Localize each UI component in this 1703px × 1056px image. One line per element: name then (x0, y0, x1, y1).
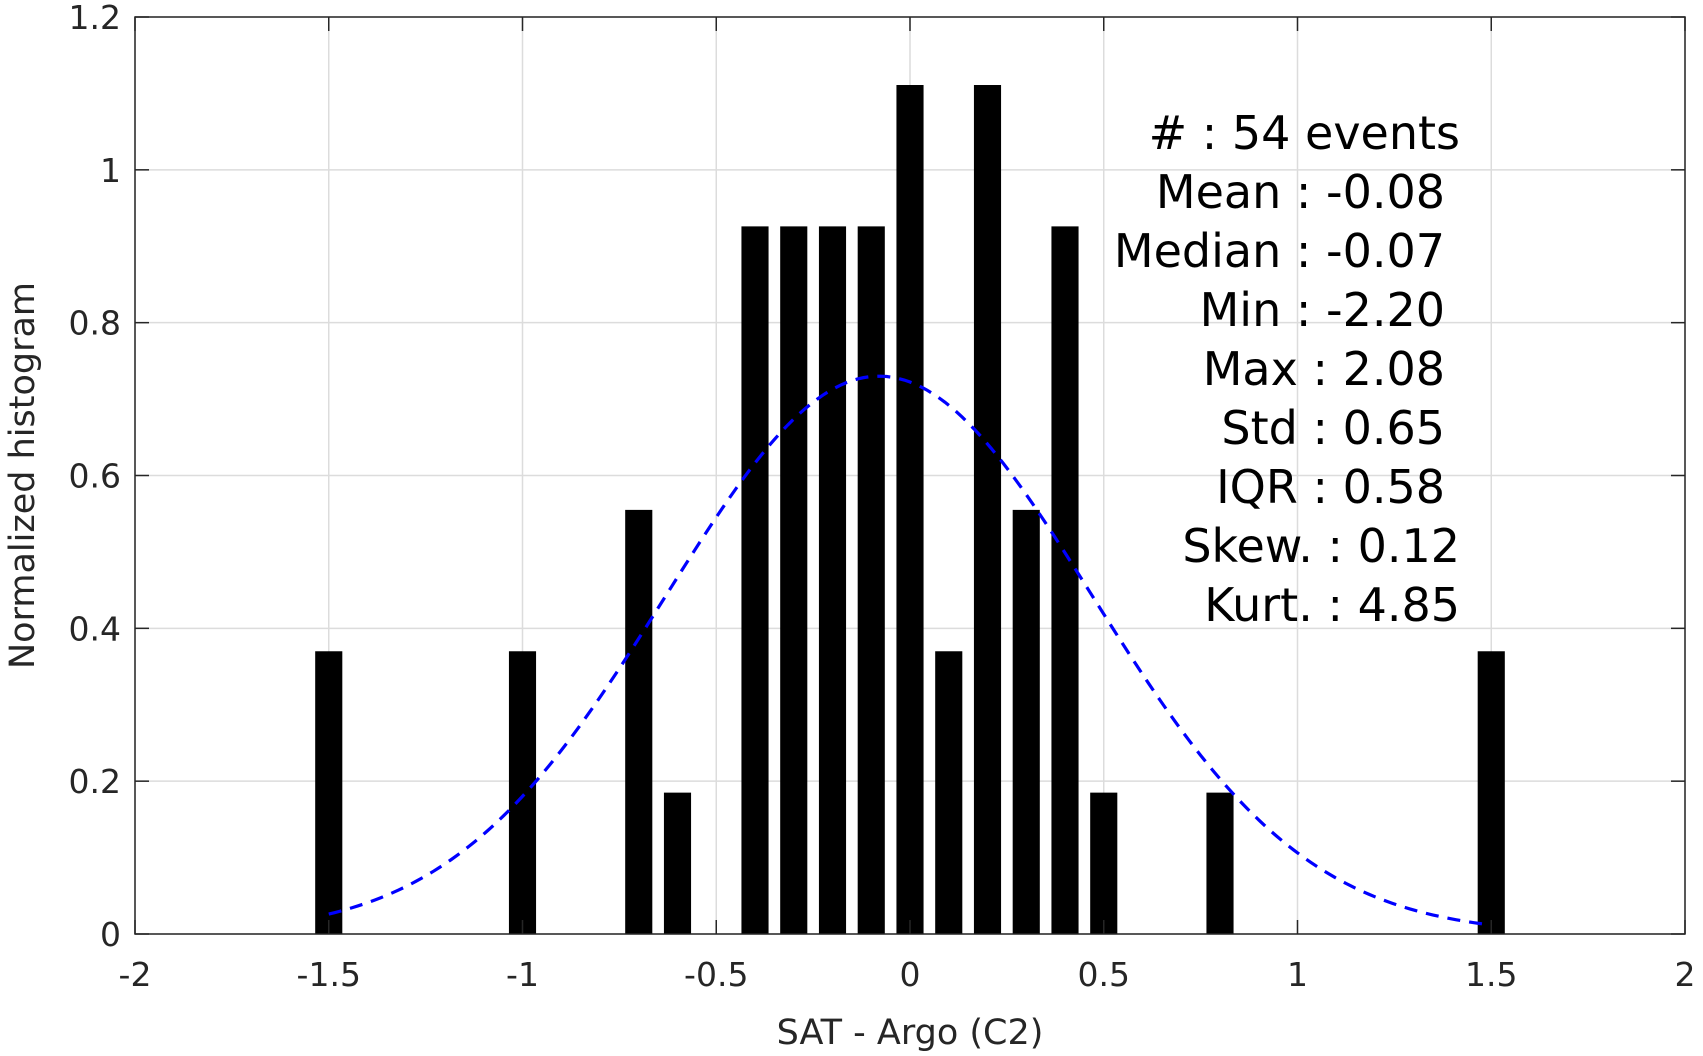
histogram-bar (780, 226, 808, 935)
histogram-bar (663, 792, 692, 934)
stat-line: Kurt. : 4.85 (1204, 578, 1460, 632)
histogram-bar (1090, 792, 1118, 934)
normal-fit-curve (328, 374, 1492, 927)
y-tick-label: 1 (100, 151, 121, 190)
histogram-bars (315, 85, 1505, 935)
stat-line: Std : 0.65 (1221, 401, 1445, 455)
stat-line: Skew. : 0.12 (1182, 519, 1460, 573)
stat-line: Max : 2.08 (1203, 342, 1445, 396)
histogram-bar (1206, 792, 1234, 934)
stat-line: # : 54 events (1149, 106, 1460, 160)
stat-line: Min : -2.20 (1200, 283, 1445, 337)
stat-line: IQR : 0.58 (1216, 460, 1445, 514)
y-tick-label: 0 (100, 915, 121, 954)
y-tick-labels: 0 0.2 0.4 0.6 0.8 1 1.2 (69, 0, 121, 954)
y-axis-label: Normalized histogram (3, 282, 43, 669)
x-axis-label: SAT - Argo (C2) (777, 1013, 1044, 1053)
histogram-bar (935, 651, 963, 934)
stat-line: Mean : -0.08 (1156, 165, 1445, 219)
x-tick-labels: -2 -1.5 -1 -0.5 0 0.5 1 1.5 2 (119, 955, 1696, 994)
histogram-bar (508, 651, 537, 934)
histogram-bar (896, 85, 924, 934)
histogram-bar (1051, 226, 1079, 935)
y-tick-label: 1.2 (69, 0, 121, 37)
x-tick-label: 1.5 (1465, 955, 1517, 994)
histogram-bar (973, 85, 1002, 934)
histogram-bar (818, 226, 847, 935)
x-tick-label: -1.5 (297, 955, 361, 994)
x-tick-label: -2 (119, 955, 152, 994)
axis-ticks (134, 16, 1686, 935)
histogram-bar (857, 226, 885, 935)
x-tick-label: -1 (506, 955, 539, 994)
x-tick-label: 0 (900, 955, 921, 994)
histogram-bar (1012, 509, 1040, 934)
histogram-bar (1477, 651, 1505, 934)
y-tick-label: 0.6 (69, 457, 121, 496)
y-tick-label: 0.8 (69, 304, 121, 343)
x-tick-label: 0.5 (1078, 955, 1130, 994)
x-tick-label: 2 (1675, 955, 1696, 994)
histogram-bar (625, 509, 653, 934)
histogram-bar (315, 651, 343, 934)
x-tick-label: 1 (1287, 955, 1308, 994)
histogram-bar (741, 226, 769, 935)
y-tick-label: 0.2 (69, 762, 121, 801)
x-tick-label: -0.5 (684, 955, 748, 994)
stat-line: Median : -0.07 (1114, 224, 1445, 278)
y-tick-label: 0.4 (69, 609, 121, 648)
